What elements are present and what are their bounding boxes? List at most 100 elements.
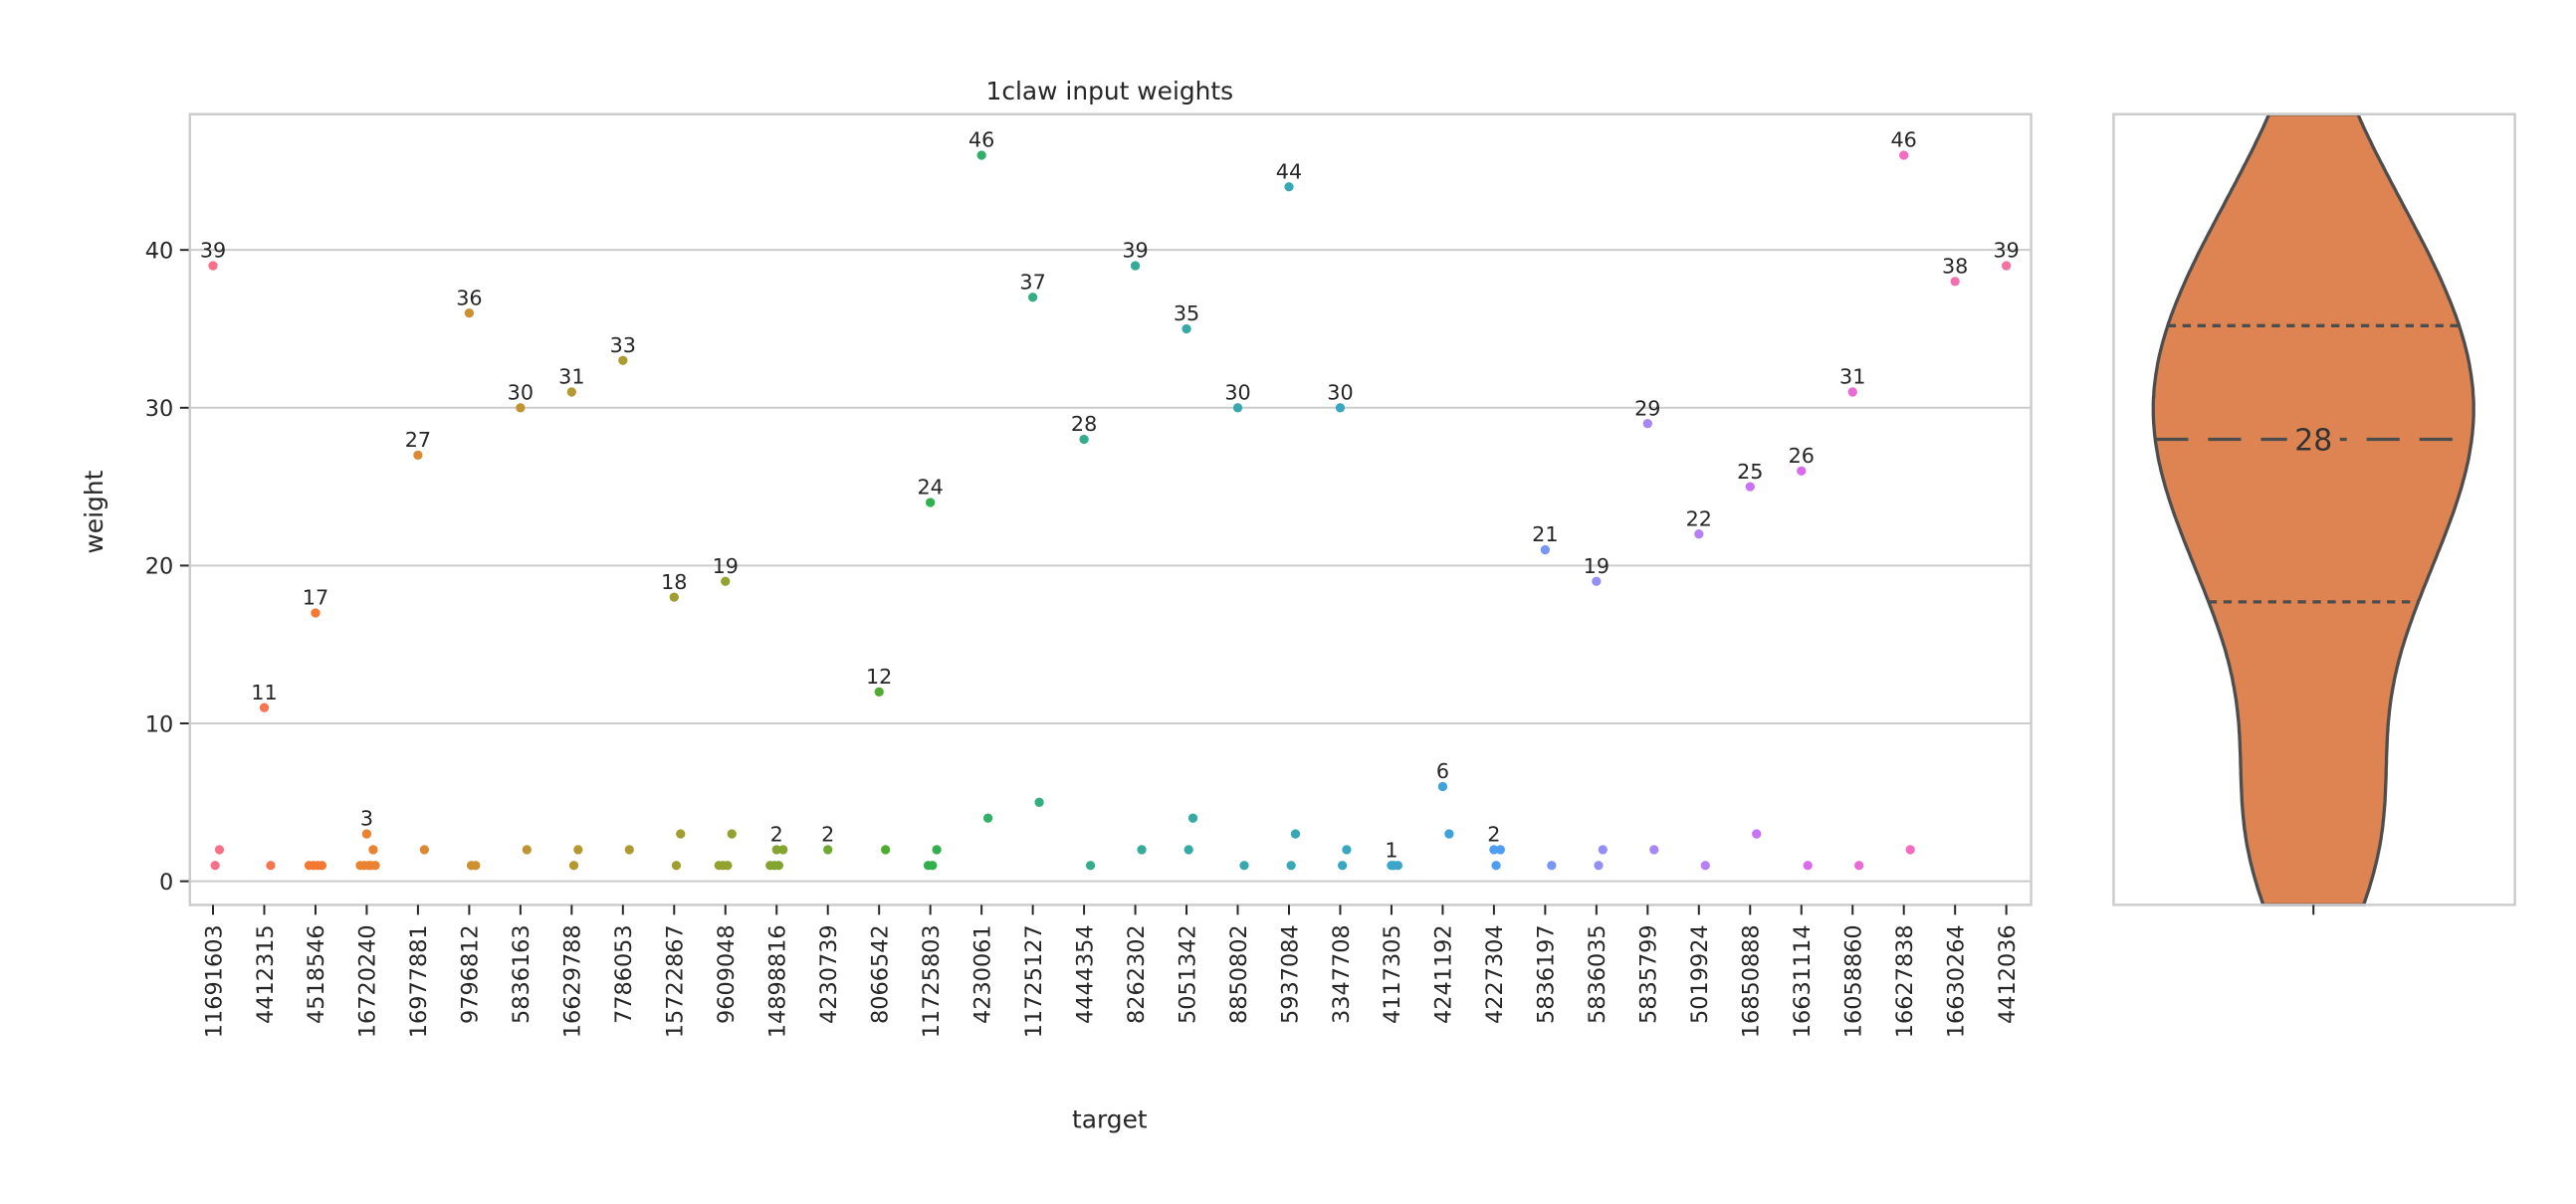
- data-label: 35: [1174, 301, 1199, 325]
- x-tick-label: 3347708: [1329, 924, 1355, 1024]
- point: [1905, 845, 1915, 855]
- point: [568, 861, 579, 871]
- x-tick-label: 4117305: [1380, 924, 1405, 1024]
- y-axis-label: weight: [80, 470, 108, 553]
- x-tick-label: 16627838: [1892, 924, 1918, 1038]
- point: [676, 829, 686, 839]
- data-label: 28: [1071, 412, 1097, 436]
- x-tick-label: 11691603: [201, 924, 227, 1038]
- x-tick-label: 11725127: [1021, 924, 1047, 1038]
- data-label: 3: [360, 807, 373, 831]
- data-label: 38: [1942, 255, 1968, 279]
- data-label: 26: [1789, 444, 1815, 468]
- data-label: 39: [1122, 239, 1148, 263]
- point: [573, 845, 583, 855]
- point: [1950, 277, 1960, 287]
- point: [1437, 781, 1448, 792]
- x-tick-label: 9796812: [458, 924, 484, 1024]
- point: [671, 861, 682, 871]
- point: [566, 387, 576, 397]
- violin-body: [2151, 112, 2475, 907]
- point: [464, 307, 475, 318]
- point: [823, 845, 833, 855]
- point: [1389, 861, 1398, 871]
- point: [1187, 813, 1198, 823]
- y-tick-label: 20: [145, 554, 173, 580]
- data-label: 31: [1839, 365, 1865, 389]
- x-tick-label: 9609048: [714, 924, 740, 1024]
- plot-frame: [188, 112, 2033, 906]
- data-label: 2: [821, 823, 834, 847]
- point: [932, 845, 942, 855]
- x-tick-label: 4412315: [253, 924, 279, 1024]
- data-label: 19: [713, 554, 739, 578]
- point: [714, 861, 724, 871]
- point: [366, 861, 376, 871]
- x-tick-label: 4227304: [1482, 924, 1508, 1024]
- x-tick-label: 16630264: [1943, 924, 1969, 1038]
- median-label-bg: [2286, 422, 2340, 457]
- point: [361, 829, 372, 839]
- point: [210, 861, 220, 871]
- point: [1899, 150, 1909, 160]
- x-tick-label: 16720240: [355, 924, 381, 1038]
- x-tick-label: 11725803: [919, 924, 945, 1038]
- x-tick-label: 4412036: [1995, 924, 2021, 1024]
- point: [874, 687, 884, 697]
- point: [1547, 861, 1557, 871]
- x-tick-label: 5836197: [1534, 924, 1560, 1024]
- point: [1079, 434, 1089, 445]
- point: [266, 861, 276, 871]
- point: [1085, 861, 1096, 871]
- x-tick-label: 14898816: [765, 924, 791, 1038]
- x-tick-label: 4518546: [304, 924, 329, 1024]
- point: [1491, 861, 1501, 871]
- data-label: 44: [1276, 159, 1302, 183]
- y-tick-label: 10: [145, 711, 173, 737]
- data-label: 11: [251, 681, 277, 704]
- point: [778, 845, 788, 855]
- point: [923, 861, 934, 871]
- chart-title: 1claw input weights: [986, 77, 1234, 105]
- x-tick-label: 5051342: [1175, 924, 1200, 1024]
- data-label: 22: [1686, 506, 1712, 530]
- x-tick-label: 5836163: [509, 924, 535, 1024]
- data-label: 25: [1737, 460, 1763, 484]
- point: [259, 702, 270, 712]
- point: [926, 498, 936, 507]
- data-label: 6: [1436, 759, 1449, 783]
- point: [1034, 797, 1044, 807]
- x-tick-label: 4230739: [816, 924, 842, 1024]
- panel-mask-top: [2110, 0, 2518, 113]
- y-tick-label: 40: [145, 238, 173, 264]
- point: [1284, 182, 1294, 192]
- data-label: 37: [1019, 270, 1045, 294]
- x-tick-label: 8262302: [1124, 924, 1150, 1024]
- data-label: 33: [610, 333, 636, 357]
- x-tick-label: 16629788: [560, 924, 586, 1038]
- y-tick-label: 30: [145, 396, 173, 422]
- data-label: 18: [661, 570, 687, 594]
- point: [1286, 861, 1296, 871]
- point: [982, 813, 993, 823]
- data-label: 21: [1532, 522, 1558, 546]
- data-label: 2: [1487, 823, 1500, 847]
- data-label: 30: [1327, 380, 1353, 404]
- point: [1649, 845, 1659, 855]
- median-label: 28: [2294, 423, 2332, 458]
- data-label: 12: [866, 665, 892, 689]
- point: [522, 845, 532, 855]
- point: [1027, 293, 1038, 302]
- point: [1642, 419, 1652, 429]
- data-label: 31: [558, 365, 584, 389]
- data-label: 30: [1224, 380, 1250, 404]
- x-tick-label: 7786053: [611, 924, 637, 1024]
- point: [1181, 323, 1191, 334]
- point: [1183, 845, 1193, 855]
- point: [624, 845, 634, 855]
- x-tick-label: 4230061: [969, 924, 995, 1024]
- point: [1803, 861, 1813, 871]
- x-tick-label: 8850802: [1226, 924, 1252, 1024]
- point: [1745, 482, 1755, 492]
